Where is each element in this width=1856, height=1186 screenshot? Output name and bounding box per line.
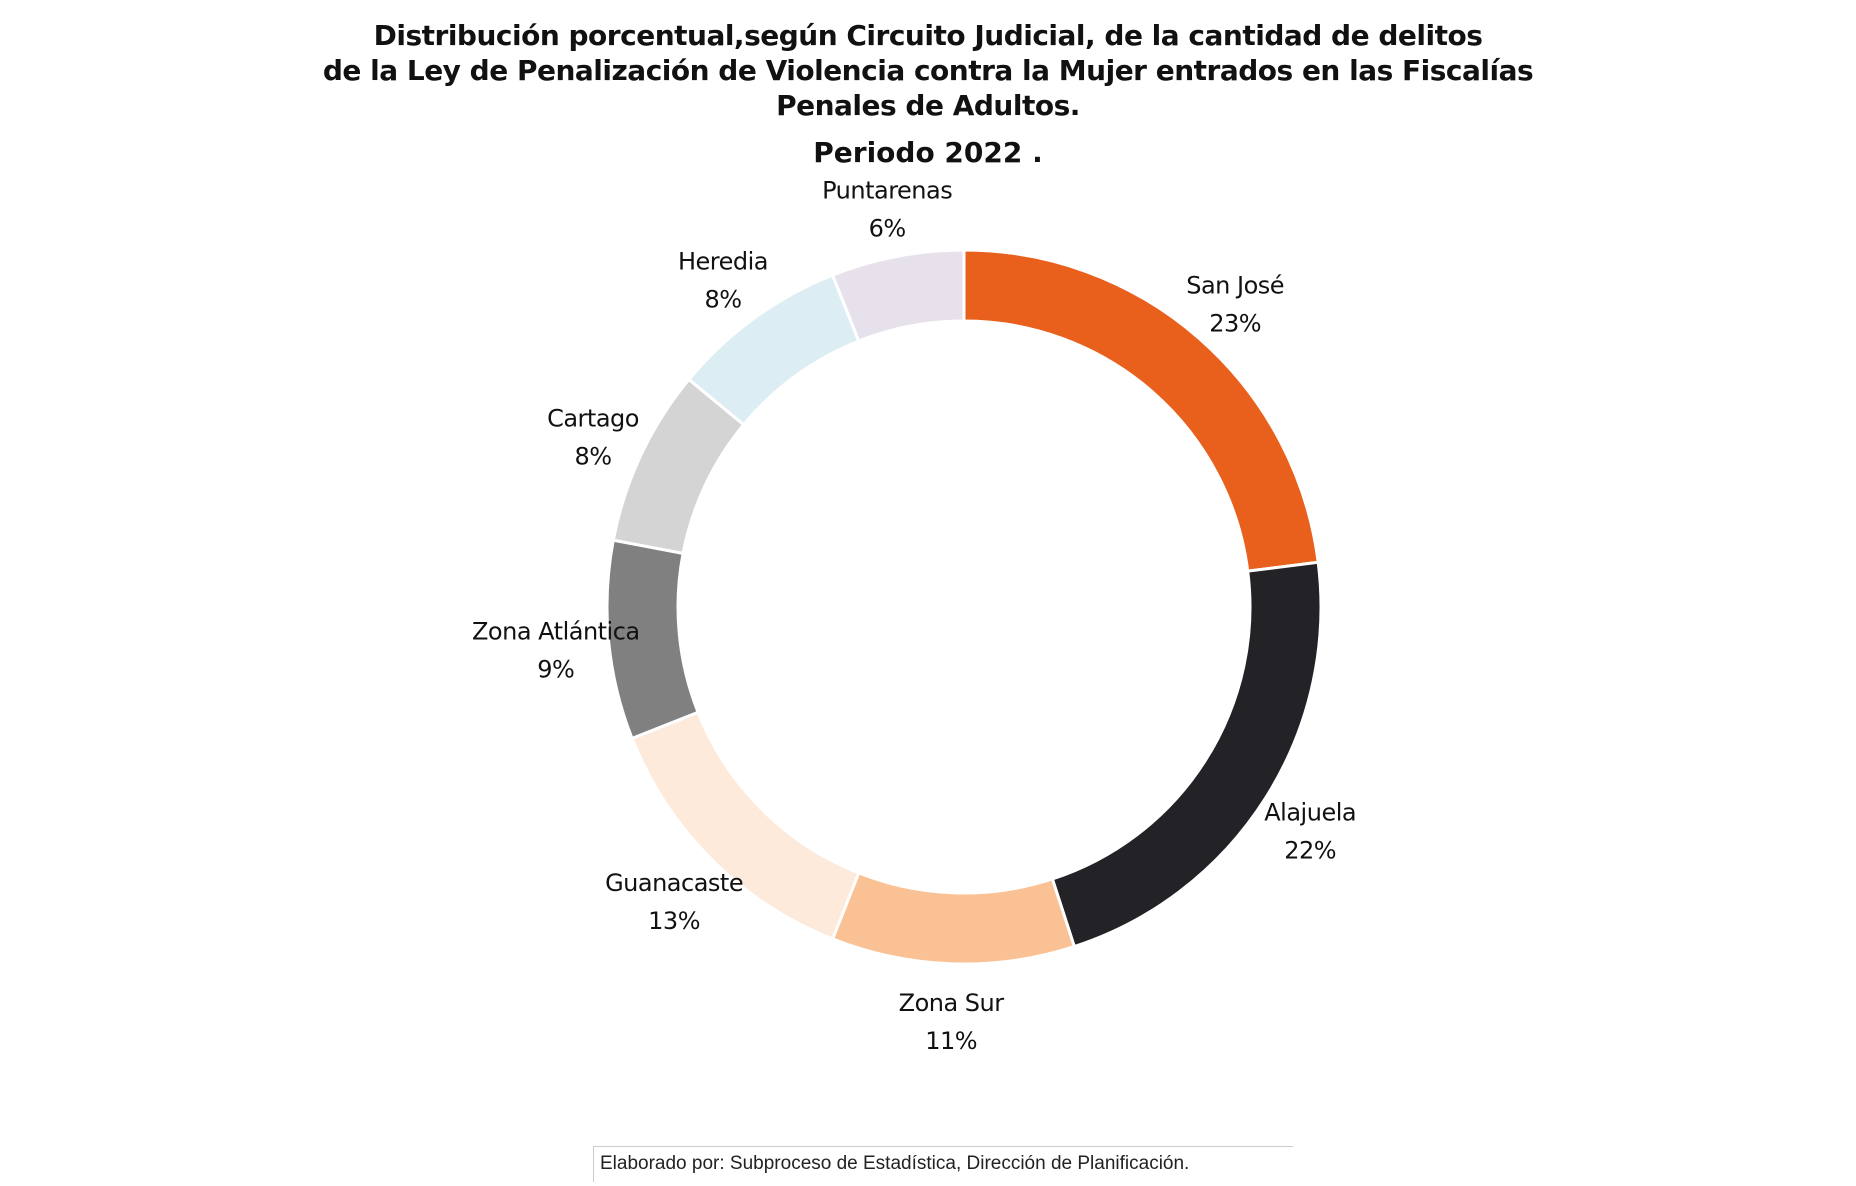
slice-zona-sur [830,870,1077,966]
source-note: Elaborado por: Subproceso de Estadística… [593,1146,1293,1182]
slice-label: Cartago [547,404,639,432]
slice-value-label: 8% [574,442,611,470]
slice-value-label: 22% [1284,837,1336,865]
slice-value-label: 23% [1209,309,1261,337]
chart-title: Distribución porcentual,según Circuito J… [0,18,1856,123]
slice-label: Zona Atlántica [472,618,640,646]
slice-value-label: 13% [648,907,700,935]
slice-value-label: 8% [704,285,741,313]
chart-subtitle: Periodo 2022 . [813,136,1043,169]
slice-value-label: 11% [925,1027,977,1055]
slice-alajuela [1050,560,1323,949]
slice-label: Puntarenas [822,176,952,204]
slice-label: Alajuela [1264,799,1356,827]
slice-guanacaste [630,710,861,941]
slice-label: San José [1186,271,1284,299]
title-line: Distribución porcentual,según Circuito J… [373,19,1483,52]
slice-value-label: 6% [869,214,906,242]
slice-value-label: 9% [537,656,574,684]
slice-label: Zona Sur [899,989,1005,1017]
slice-puntarenas [830,248,966,344]
title-line: Penales de Adultos. [776,89,1080,122]
slice-label: Guanacaste [605,869,743,897]
slice-label: Heredia [678,247,768,275]
title-line: de la Ley de Penalización de Violencia c… [322,54,1534,87]
